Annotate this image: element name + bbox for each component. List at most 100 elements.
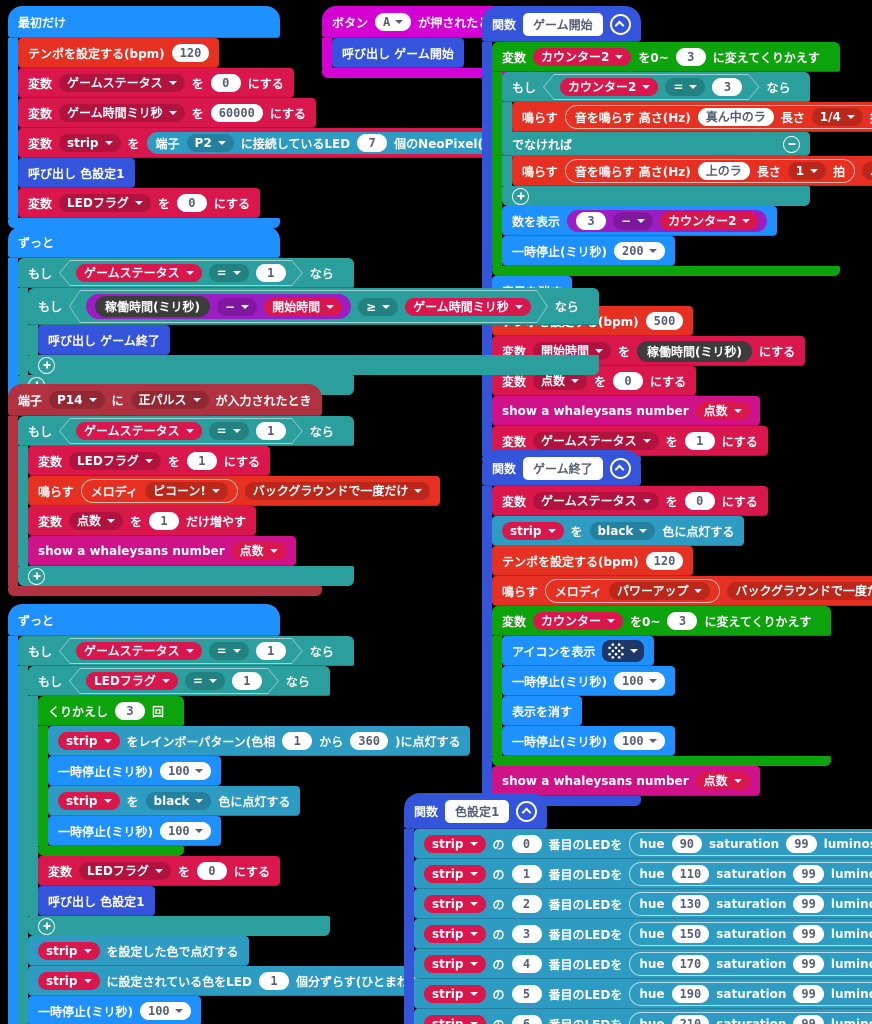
if-block-header[interactable]: もし 稼働時間(ミリ秒) − 開始時間 ≥ ゲーム時間ミリ秒 なら	[28, 288, 599, 325]
number-field[interactable]: 120	[171, 44, 210, 62]
if-block-header[interactable]: もし ゲームステータス = 1 なら	[18, 636, 354, 666]
on-pin-pulsed-header[interactable]: 端子 P14 に正パルス が入力されたとき	[8, 384, 322, 416]
number-field[interactable]: 99	[793, 865, 824, 883]
condition-hex[interactable]: LEDフラグ = 1	[69, 668, 279, 694]
if-block-header[interactable]: もし ゲームステータス = 1 なら	[18, 416, 354, 446]
variable-dropdown[interactable]: ゲーム時間ミリ秒	[405, 298, 531, 316]
number-field[interactable]: 2	[511, 895, 542, 913]
number-field[interactable]: 7	[357, 134, 388, 152]
condition-hex[interactable]: ゲームステータス = 1	[59, 260, 303, 286]
number-field[interactable]: 3	[667, 612, 698, 630]
dropdown-field[interactable]: バックグラウンドで一度だけ	[862, 162, 872, 180]
number-field[interactable]: 130	[671, 895, 710, 913]
neopixel-show-color-block[interactable]: strip を black 色に点灯する	[48, 786, 301, 816]
call-function-block[interactable]: 呼び出し ゲーム終了	[38, 325, 170, 355]
number-field[interactable]: 110	[671, 865, 710, 883]
condition-hex[interactable]: カウンター2 = 3	[543, 74, 759, 100]
if-else-block-header[interactable]: もし カウンター2 = 3 なら	[502, 72, 811, 102]
number-field[interactable]: 4	[511, 955, 542, 973]
neopixel-rotate-block[interactable]: strip に設定されている色をLED 1 個分ずらす(ひとまわり)	[28, 966, 437, 996]
dropdown-field[interactable]: 1/4	[811, 108, 863, 126]
dropdown-field[interactable]: =	[185, 672, 225, 690]
neopixel-set-pixel-color-block[interactable]: strip の5 番目のLEDを hue 190 saturation 99 luminosi…	[414, 979, 872, 1009]
variable-dropdown[interactable]: LEDフラグ	[86, 672, 178, 690]
runtime-value-reporter[interactable]: 稼働時間(ミリ秒)	[637, 340, 753, 362]
variable-dropdown[interactable]: ゲームステータス	[76, 422, 202, 440]
dropdown-field[interactable]: 点数	[69, 512, 124, 530]
variable-dropdown[interactable]: strip	[424, 835, 486, 853]
variable-dropdown[interactable]: ゲームステータス	[76, 642, 202, 660]
number-dropdown[interactable]: 100	[159, 822, 211, 840]
neopixel-rainbow-block[interactable]: strip をレインボーパターン(色相 1 から 360)に点灯する	[48, 726, 471, 756]
pause-block[interactable]: 一時停止(ミリ秒) 100	[48, 816, 221, 846]
forever-header[interactable]: ずっと	[8, 604, 280, 636]
function-color-set-1-header[interactable]: 関数 色設定1	[404, 793, 548, 829]
dropdown-field[interactable]: =	[665, 78, 705, 96]
variable-dropdown[interactable]: strip	[502, 522, 564, 540]
set-tempo-block[interactable]: テンポを設定する(bpm) 120	[18, 38, 220, 68]
pause-block[interactable]: 一時停止(ミリ秒) 100	[28, 996, 201, 1024]
number-field[interactable]: 1	[186, 452, 217, 470]
dropdown-field[interactable]: LEDフラグ	[79, 862, 171, 880]
dropdown-field[interactable]: 1	[787, 162, 827, 180]
minus-icon[interactable]	[783, 135, 800, 153]
function-game-start-header[interactable]: 関数 ゲーム開始	[482, 6, 641, 42]
number-dropdown[interactable]: 100	[613, 732, 665, 750]
dropdown-field[interactable]: =	[209, 422, 249, 440]
set-variable-block[interactable]: 変数 ゲームステータス を 0 にする	[18, 68, 294, 98]
function-game-end-header[interactable]: 関数 ゲーム終了	[482, 450, 641, 486]
number-field[interactable]: 0	[176, 194, 207, 212]
show-icon-block[interactable]: アイコンを表示	[502, 636, 655, 666]
dropdown-field[interactable]: パワーアップ	[608, 582, 711, 600]
variable-dropdown[interactable]: カウンター2	[660, 212, 759, 230]
plus-icon[interactable]	[512, 187, 529, 205]
number-field[interactable]: 0	[210, 74, 241, 92]
neopixel-set-pixel-color-block[interactable]: strip の2 番目のLEDを hue 130 saturation 99 luminosi…	[414, 889, 872, 919]
clear-screen-block[interactable]: 表示を消す	[502, 696, 583, 726]
dropdown-field[interactable]: ゲーム時間ミリ秒	[59, 104, 185, 122]
number-field[interactable]: 99	[793, 895, 824, 913]
whaleysans-show-number-block[interactable]: show a whaleysans number 点数	[28, 536, 296, 566]
variable-dropdown[interactable]: strip	[424, 985, 486, 1003]
number-field[interactable]: 170	[671, 955, 710, 973]
pause-block[interactable]: 一時停止(ミリ秒) 100	[48, 756, 221, 786]
collapse-icon[interactable]	[516, 800, 538, 822]
pause-block[interactable]: 一時停止(ミリ秒) 100	[502, 726, 675, 756]
number-field[interactable]: 0	[196, 862, 227, 880]
call-function-block[interactable]: 呼び出し 色設定1	[18, 158, 135, 188]
number-dropdown[interactable]: 100	[139, 1002, 191, 1020]
number-dropdown[interactable]: 200	[613, 242, 665, 260]
dropdown-field[interactable]: =	[209, 642, 249, 660]
set-variable-block[interactable]: 変数 ゲームステータス を 0 にする	[492, 486, 768, 516]
number-field[interactable]: 3	[115, 702, 146, 720]
if-block-header[interactable]: もし LEDフラグ = 1 なら	[28, 666, 330, 696]
math-expression-reporter[interactable]: 稼働時間(ミリ秒) − 開始時間	[86, 294, 351, 319]
variable-dropdown[interactable]: strip	[424, 895, 486, 913]
dropdown-field[interactable]: −	[217, 298, 257, 316]
change-variable-block[interactable]: 変数 点数 を 1 だけ増やす	[28, 506, 257, 536]
neopixel-set-pixel-color-block[interactable]: strip の3 番目のLEDを hue 150 saturation 99 luminosi…	[414, 919, 872, 949]
number-field[interactable]: 99	[793, 985, 824, 1003]
neopixel-show-color-block[interactable]: strip を black 色に点灯する	[492, 516, 745, 546]
dropdown-field[interactable]: 正パルス	[130, 391, 209, 409]
number-field[interactable]: 1	[256, 422, 286, 440]
forever-header[interactable]: ずっと	[8, 226, 280, 258]
runtime-value-reporter[interactable]: 稼働時間(ミリ秒)	[95, 296, 210, 317]
dropdown-field[interactable]: =	[209, 264, 249, 282]
number-field[interactable]: 3	[511, 925, 542, 943]
for-loop-header[interactable]: 変数 カウンター2 を0~ 3 に変えてくりかえす	[492, 42, 840, 72]
number-field[interactable]: 0	[613, 372, 644, 390]
dropdown-field[interactable]: 点数	[533, 372, 588, 390]
dropdown-field[interactable]: ゲームステータス	[59, 74, 185, 92]
set-variable-block[interactable]: 変数 ゲームステータス を 1 にする	[492, 426, 768, 456]
set-variable-block[interactable]: 変数 LEDフラグ を 0 にする	[18, 188, 260, 218]
dropdown-field[interactable]: LEDフラグ	[69, 452, 161, 470]
dropdown-field[interactable]: ゲームステータス	[533, 432, 659, 450]
variable-dropdown[interactable]: strip	[38, 942, 100, 960]
variable-dropdown[interactable]: strip	[58, 792, 120, 810]
variable-dropdown[interactable]: strip	[424, 1015, 486, 1024]
number-field[interactable]: 99	[793, 925, 824, 943]
repeat-loop-header[interactable]: くりかえし 3 回	[38, 696, 185, 726]
